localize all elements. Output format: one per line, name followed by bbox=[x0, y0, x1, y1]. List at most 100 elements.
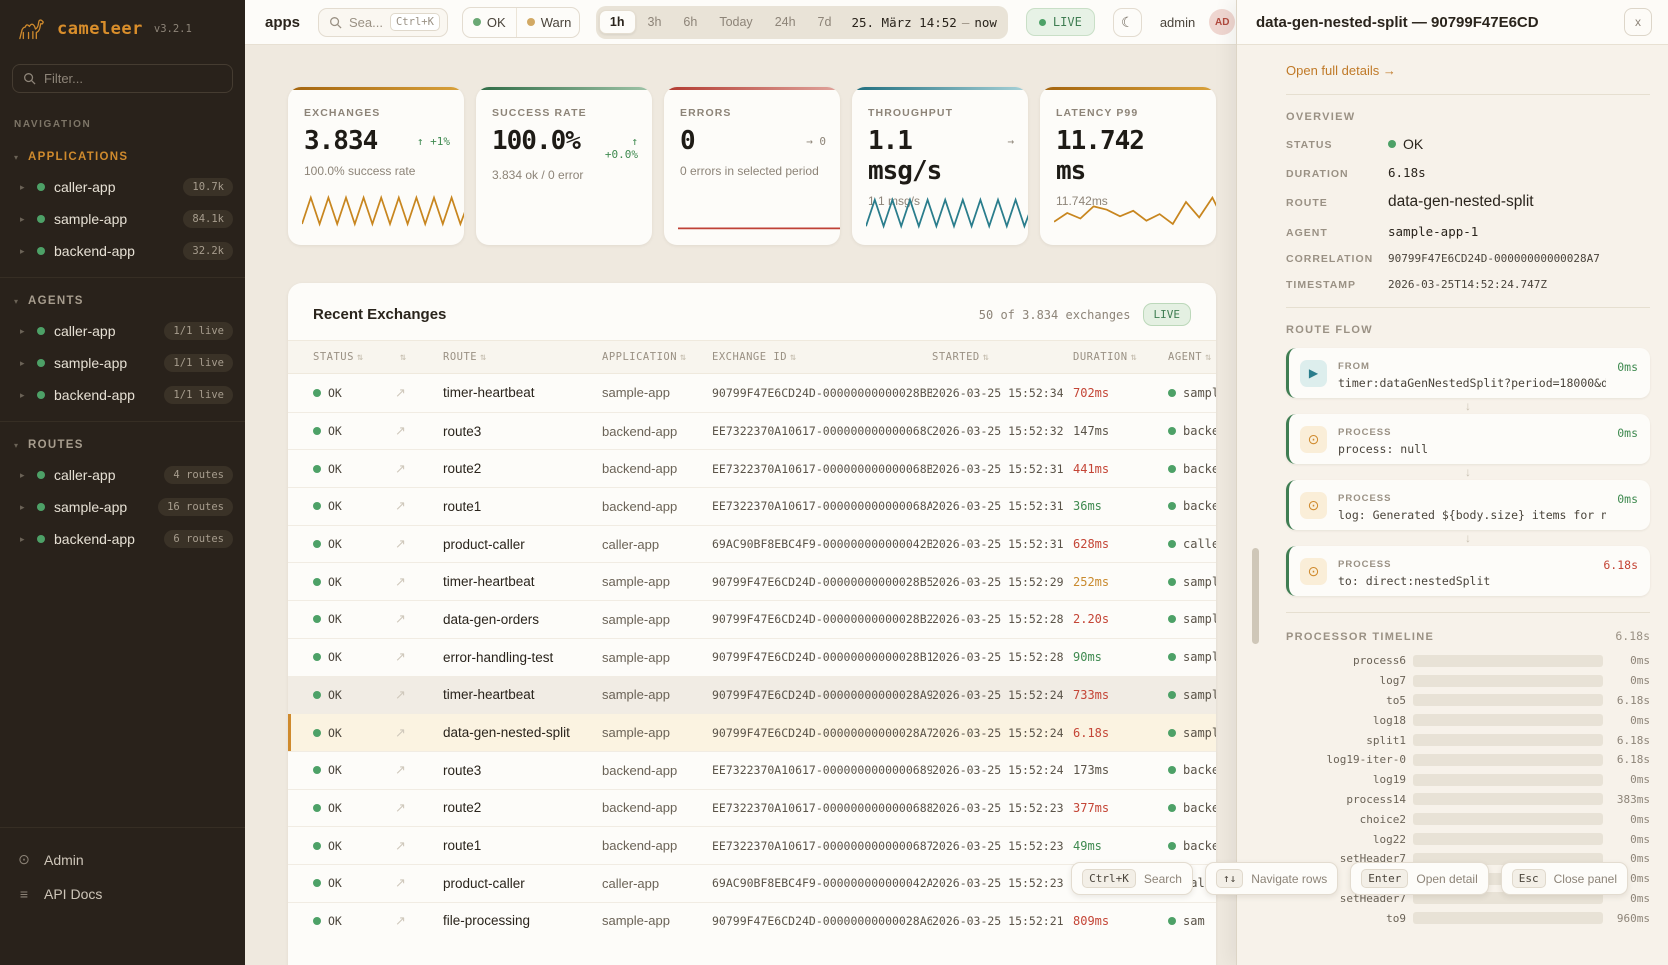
cell-application: backend-app bbox=[602, 800, 678, 816]
col-application[interactable]: APPLICATION ⇅ bbox=[602, 351, 687, 363]
section-header-routes[interactable]: ▾ ROUTES bbox=[0, 434, 245, 459]
open-exchange-icon[interactable]: ↗ bbox=[395, 912, 406, 928]
flow-step-process-1[interactable]: ⊙ PROCESS process: null 0ms bbox=[1286, 414, 1650, 464]
cell-application: sample-app bbox=[602, 385, 670, 401]
section-header-applications[interactable]: ▾ APPLICATIONS bbox=[0, 146, 245, 171]
range-3h[interactable]: 3h bbox=[647, 15, 662, 29]
status-badge: OK bbox=[313, 726, 379, 740]
table-row[interactable]: OK ↗ file-processing sample-app 90799F47… bbox=[288, 901, 1216, 940]
live-toggle[interactable]: LIVE bbox=[1025, 8, 1095, 36]
table-row[interactable]: OK ↗ route1 backend-app EE7322370A10617-… bbox=[288, 826, 1216, 864]
kbd-hint: Ctrl+K bbox=[1082, 869, 1136, 888]
kbd-hint: ↑↓ bbox=[1215, 869, 1244, 888]
col-link[interactable]: ⇅ bbox=[379, 351, 443, 363]
table-row[interactable]: OK ↗ data-gen-orders sample-app 90799F47… bbox=[288, 600, 1216, 638]
close-button[interactable]: x bbox=[1624, 8, 1652, 36]
table-row[interactable]: OK ↗ timer-heartbeat sample-app 90799F47… bbox=[288, 562, 1216, 600]
sidebar-item-routes-caller-app[interactable]: ▸ caller-app 4 routes bbox=[0, 459, 245, 491]
ok-dot bbox=[313, 577, 321, 586]
filter-chip-warn[interactable]: Warn bbox=[517, 8, 579, 37]
range-today[interactable]: Today bbox=[719, 15, 753, 29]
open-exchange-icon[interactable]: ↗ bbox=[395, 837, 406, 853]
sidebar-filter-input[interactable] bbox=[12, 64, 233, 93]
kpi-subtext: 1.1 msg/s bbox=[868, 193, 921, 208]
table-row[interactable]: OK ↗ error-handling-test sample-app 9079… bbox=[288, 637, 1216, 676]
sidebar-item-caller-app[interactable]: ▸ caller-app 10.7k bbox=[0, 171, 245, 203]
col-exchange-id[interactable]: EXCHANGE ID ⇅ bbox=[712, 351, 797, 363]
cell-application: sample-app bbox=[602, 574, 670, 590]
table-row[interactable]: OK ↗ route1 backend-app EE7322370A10617-… bbox=[288, 487, 1216, 525]
col-started[interactable]: STARTED ⇅ bbox=[932, 351, 990, 363]
cell-started: 2026-03-25 15:52:21 bbox=[932, 913, 1064, 928]
date-range[interactable]: 25. März 14:52— now bbox=[843, 15, 1004, 30]
table-row[interactable]: OK ↗ timer-heartbeat sample-app 90799F47… bbox=[288, 374, 1216, 412]
table-body: OK ↗ timer-heartbeat sample-app 90799F47… bbox=[288, 374, 1216, 939]
sidebar-item-sample-app[interactable]: ▸ sample-app 84.1k bbox=[0, 203, 245, 235]
cell-route: route1 bbox=[443, 838, 482, 854]
col-route[interactable]: ROUTE ⇅ bbox=[443, 351, 487, 363]
range-7d[interactable]: 7d bbox=[817, 15, 832, 29]
item-badge: 6 routes bbox=[164, 530, 233, 548]
open-exchange-icon[interactable]: ↗ bbox=[395, 536, 406, 552]
sidebar-item-api-docs[interactable]: ≡ API Docs bbox=[0, 877, 245, 911]
flow-step-process-2[interactable]: ⊙ PROCESS log: Generated ${body.size} it… bbox=[1286, 480, 1650, 530]
kpi-value: 1.1 msg/s bbox=[868, 126, 942, 186]
open-full-details-link[interactable]: Open full details → bbox=[1286, 63, 1396, 78]
col-status[interactable]: STATUS ⇅ bbox=[313, 351, 364, 363]
sidebar-item-routes-sample-app[interactable]: ▸ sample-app 16 routes bbox=[0, 491, 245, 523]
filter-chip-ok[interactable]: OK bbox=[463, 7, 517, 37]
sidebar-item-agent-backend-app[interactable]: ▸ backend-app 1/1 live bbox=[0, 379, 245, 411]
table-row[interactable]: OK ↗ data-gen-nested-split sample-app 90… bbox=[288, 713, 1216, 751]
avatar[interactable]: AD bbox=[1209, 9, 1236, 35]
theme-toggle-button[interactable]: ☾ bbox=[1112, 7, 1142, 37]
overview-key: DURATION bbox=[1286, 168, 1349, 180]
open-exchange-icon[interactable]: ↗ bbox=[395, 423, 406, 439]
table-row[interactable]: OK ↗ product-caller caller-app 69AC90BF8… bbox=[288, 524, 1216, 563]
sidebar-item-backend-app[interactable]: ▸ backend-app 32.2k bbox=[0, 235, 245, 267]
status-badge: OK bbox=[313, 688, 379, 702]
cell-duration: 377ms bbox=[1073, 800, 1110, 815]
open-exchange-icon[interactable]: ↗ bbox=[395, 724, 406, 740]
open-exchange-icon[interactable]: ↗ bbox=[395, 686, 406, 702]
section-header-agents[interactable]: ▾ AGENTS bbox=[0, 290, 245, 315]
range-6h[interactable]: 6h bbox=[683, 15, 698, 29]
sidebar-item-agent-sample-app[interactable]: ▸ sample-app 1/1 live bbox=[0, 347, 245, 379]
agent-dot bbox=[1168, 427, 1176, 436]
range-1h[interactable]: 1h bbox=[598, 10, 636, 34]
table-row[interactable]: OK ↗ route3 backend-app EE7322370A10617-… bbox=[288, 750, 1216, 789]
item-label: backend-app bbox=[54, 531, 135, 547]
table-title: Recent Exchanges bbox=[313, 306, 447, 323]
open-exchange-icon[interactable]: ↗ bbox=[395, 762, 406, 778]
flow-step-process-3[interactable]: ⊙ PROCESS to: direct:nestedSplit 6.18s bbox=[1286, 546, 1650, 596]
open-exchange-icon[interactable]: ↗ bbox=[395, 498, 406, 514]
panel-scrollbar[interactable] bbox=[1252, 548, 1259, 644]
table-row[interactable]: OK ↗ timer-heartbeat sample-app 90799F47… bbox=[288, 675, 1216, 714]
open-exchange-icon[interactable]: ↗ bbox=[395, 875, 406, 891]
sidebar-item-routes-backend-app[interactable]: ▸ backend-app 6 routes bbox=[0, 523, 245, 555]
open-exchange-icon[interactable]: ↗ bbox=[395, 573, 406, 589]
cell-duration: 2.20s bbox=[1073, 612, 1110, 627]
search-input[interactable]: Sea... Ctrl+K bbox=[318, 7, 448, 37]
open-exchange-icon[interactable]: ↗ bbox=[395, 460, 406, 476]
table-row[interactable]: OK ↗ route2 backend-app EE7322370A10617-… bbox=[288, 449, 1216, 487]
open-exchange-icon[interactable]: ↗ bbox=[395, 611, 406, 627]
shortcut-label: Search bbox=[1143, 871, 1182, 886]
range-24h[interactable]: 24h bbox=[774, 15, 796, 29]
cell-duration: 441ms bbox=[1073, 461, 1110, 476]
open-exchange-icon[interactable]: ↗ bbox=[395, 384, 406, 400]
sidebar-item-admin[interactable]: ⊙ Admin bbox=[0, 842, 245, 877]
col-agent[interactable]: AGENT ⇅ bbox=[1168, 351, 1212, 363]
cell-application: caller-app bbox=[602, 875, 660, 891]
open-exchange-icon[interactable]: ↗ bbox=[395, 649, 406, 665]
col-duration[interactable]: DURATION ⇅ bbox=[1073, 351, 1138, 363]
flow-step-from[interactable]: ▶ FROM timer:dataGenNestedSplit?period=1… bbox=[1286, 348, 1650, 398]
sidebar-item-agent-caller-app[interactable]: ▸ caller-app 1/1 live bbox=[0, 315, 245, 347]
ok-dot bbox=[313, 841, 321, 850]
table-row[interactable]: OK ↗ route3 backend-app EE7322370A10617-… bbox=[288, 411, 1216, 450]
filter-field[interactable] bbox=[44, 71, 194, 86]
table-row[interactable]: OK ↗ route2 backend-app EE7322370A10617-… bbox=[288, 788, 1216, 827]
timeline-track bbox=[1413, 734, 1603, 747]
open-exchange-icon[interactable]: ↗ bbox=[395, 799, 406, 815]
agent-dot bbox=[1168, 615, 1176, 624]
ok-dot bbox=[313, 615, 321, 624]
